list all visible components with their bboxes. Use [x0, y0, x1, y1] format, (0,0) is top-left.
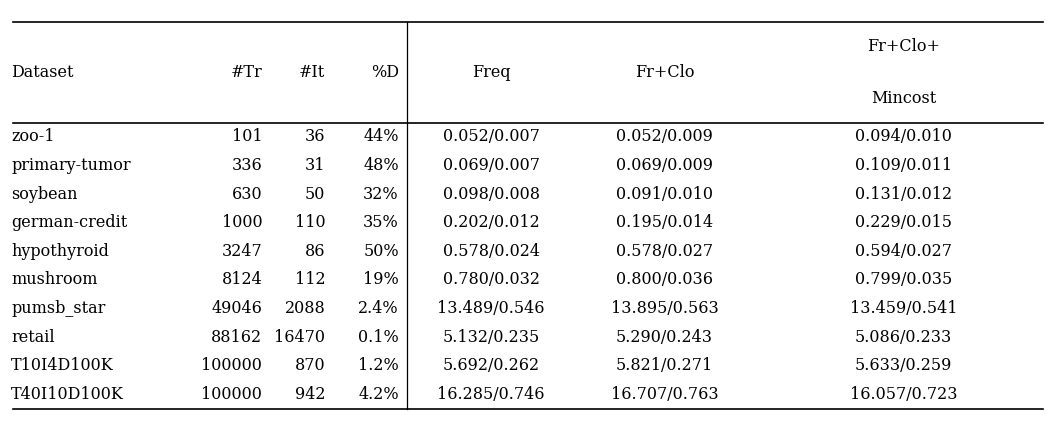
- Text: 5.086/0.233: 5.086/0.233: [855, 328, 953, 345]
- Text: 5.821/0.271: 5.821/0.271: [616, 357, 713, 374]
- Text: 870: 870: [295, 357, 325, 374]
- Text: 0.109/0.011: 0.109/0.011: [855, 157, 953, 174]
- Text: 0.094/0.010: 0.094/0.010: [855, 128, 951, 145]
- Text: german-credit: german-credit: [12, 214, 128, 231]
- Text: 101: 101: [231, 128, 262, 145]
- Text: 0.069/0.007: 0.069/0.007: [442, 157, 540, 174]
- Text: Freq: Freq: [472, 63, 510, 81]
- Text: 0.069/0.009: 0.069/0.009: [616, 157, 713, 174]
- Text: 0.594/0.027: 0.594/0.027: [855, 243, 953, 260]
- Text: zoo-1: zoo-1: [12, 128, 55, 145]
- Text: 336: 336: [231, 157, 262, 174]
- Text: retail: retail: [12, 328, 55, 345]
- Text: 2088: 2088: [284, 300, 325, 317]
- Text: 32%: 32%: [363, 186, 399, 203]
- Text: 0.578/0.027: 0.578/0.027: [616, 243, 713, 260]
- Text: 31: 31: [305, 157, 325, 174]
- Text: 4.2%: 4.2%: [358, 386, 399, 403]
- Text: 13.489/0.546: 13.489/0.546: [437, 300, 545, 317]
- Text: 8124: 8124: [222, 271, 262, 288]
- Text: 0.052/0.007: 0.052/0.007: [442, 128, 540, 145]
- Text: 5.290/0.243: 5.290/0.243: [616, 328, 713, 345]
- Text: 0.202/0.012: 0.202/0.012: [442, 214, 540, 231]
- Text: T10I4D100K: T10I4D100K: [12, 357, 114, 374]
- Text: 0.091/0.010: 0.091/0.010: [616, 186, 713, 203]
- Text: Fr+Clo: Fr+Clo: [635, 63, 694, 81]
- Text: 5.692/0.262: 5.692/0.262: [442, 357, 540, 374]
- Text: 1000: 1000: [222, 214, 262, 231]
- Text: 0.800/0.036: 0.800/0.036: [616, 271, 713, 288]
- Text: soybean: soybean: [12, 186, 78, 203]
- Text: pumsb_star: pumsb_star: [12, 300, 106, 317]
- Text: 110: 110: [295, 214, 325, 231]
- Text: 5.132/0.235: 5.132/0.235: [442, 328, 540, 345]
- Text: 3247: 3247: [222, 243, 262, 260]
- Text: #Tr: #Tr: [230, 63, 262, 81]
- Text: 36: 36: [305, 128, 325, 145]
- Text: 2.4%: 2.4%: [358, 300, 399, 317]
- Text: 49046: 49046: [211, 300, 262, 317]
- Text: 0.131/0.012: 0.131/0.012: [855, 186, 953, 203]
- Text: 50%: 50%: [363, 243, 399, 260]
- Text: 48%: 48%: [363, 157, 399, 174]
- Text: 5.633/0.259: 5.633/0.259: [855, 357, 953, 374]
- Text: Fr+Clo+: Fr+Clo+: [867, 37, 940, 55]
- Text: 112: 112: [295, 271, 325, 288]
- Text: 16470: 16470: [275, 328, 325, 345]
- Text: 100000: 100000: [202, 386, 262, 403]
- Text: 0.578/0.024: 0.578/0.024: [442, 243, 540, 260]
- Text: 50: 50: [305, 186, 325, 203]
- Text: 0.052/0.009: 0.052/0.009: [616, 128, 713, 145]
- Text: 1.2%: 1.2%: [358, 357, 399, 374]
- Text: 16.707/0.763: 16.707/0.763: [610, 386, 718, 403]
- Text: 13.895/0.563: 13.895/0.563: [610, 300, 718, 317]
- Text: 19%: 19%: [363, 271, 399, 288]
- Text: #It: #It: [299, 63, 325, 81]
- Text: 100000: 100000: [202, 357, 262, 374]
- Text: 16.057/0.723: 16.057/0.723: [850, 386, 958, 403]
- Text: 44%: 44%: [363, 128, 399, 145]
- Text: mushroom: mushroom: [12, 271, 98, 288]
- Text: hypothyroid: hypothyroid: [12, 243, 109, 260]
- Text: 0.195/0.014: 0.195/0.014: [616, 214, 713, 231]
- Text: 0.799/0.035: 0.799/0.035: [855, 271, 953, 288]
- Text: 88162: 88162: [211, 328, 262, 345]
- Text: Dataset: Dataset: [12, 63, 74, 81]
- Text: 0.229/0.015: 0.229/0.015: [855, 214, 953, 231]
- Text: 0.780/0.032: 0.780/0.032: [442, 271, 540, 288]
- Text: 630: 630: [231, 186, 262, 203]
- Text: 16.285/0.746: 16.285/0.746: [437, 386, 545, 403]
- Text: %D: %D: [371, 63, 399, 81]
- Text: 942: 942: [295, 386, 325, 403]
- Text: 35%: 35%: [363, 214, 399, 231]
- Text: 86: 86: [305, 243, 325, 260]
- Text: 13.459/0.541: 13.459/0.541: [850, 300, 958, 317]
- Text: T40I10D100K: T40I10D100K: [12, 386, 124, 403]
- Text: Mincost: Mincost: [871, 90, 937, 107]
- Text: 0.098/0.008: 0.098/0.008: [442, 186, 540, 203]
- Text: primary-tumor: primary-tumor: [12, 157, 131, 174]
- Text: 0.1%: 0.1%: [358, 328, 399, 345]
